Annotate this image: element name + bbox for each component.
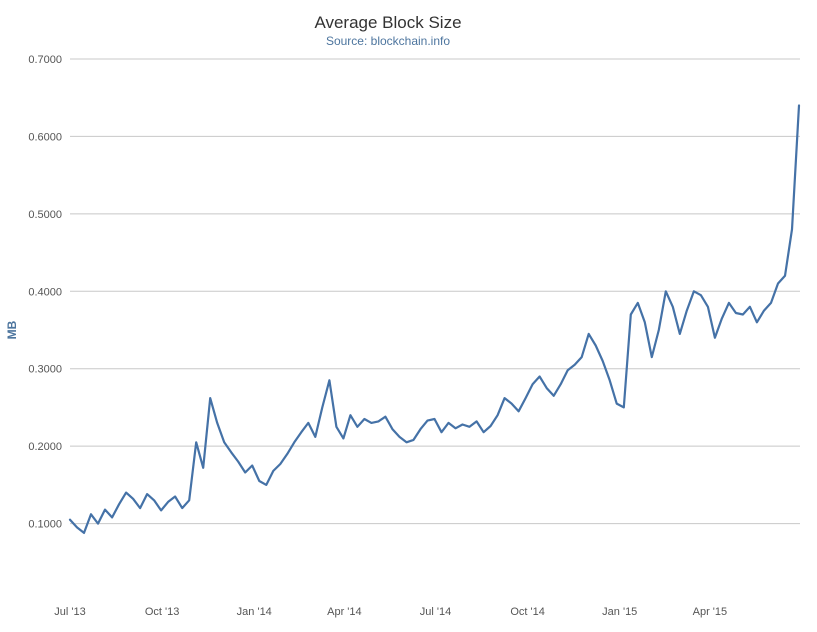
y-tick-label: 0.3000 bbox=[28, 364, 62, 376]
y-axis-label: MB bbox=[5, 320, 19, 339]
y-tick-label: 0.7000 bbox=[28, 54, 62, 66]
series-layer bbox=[68, 104, 801, 534]
x-tick-label: Oct '14 bbox=[510, 606, 545, 618]
x-tick-label: Jan '15 bbox=[602, 606, 637, 618]
y-tick-label: 0.1000 bbox=[28, 519, 62, 531]
chart-subtitle: Source: blockchain.info bbox=[326, 34, 450, 48]
chart-title: Average Block Size bbox=[314, 13, 461, 32]
x-tick-label: Jan '14 bbox=[237, 606, 272, 618]
x-tick-label: Jul '13 bbox=[54, 606, 85, 618]
gridlines bbox=[70, 58, 800, 525]
y-tick-label: 0.5000 bbox=[28, 209, 62, 221]
y-tick-label: 0.6000 bbox=[28, 131, 62, 143]
x-tick-label: Jul '14 bbox=[420, 606, 451, 618]
x-tick-label: Apr '15 bbox=[693, 606, 728, 618]
x-tick-label: Oct '13 bbox=[145, 606, 180, 618]
y-tick-label: 0.4000 bbox=[28, 286, 62, 298]
y-tick-label: 0.2000 bbox=[28, 441, 62, 453]
x-tick-label: Apr '14 bbox=[327, 606, 362, 618]
x-axis-ticks: Jul '13 Oct '13 Jan '14 Apr '14 Jul '14 Oct '… bbox=[54, 606, 727, 618]
series-line bbox=[68, 104, 801, 534]
y-axis-ticks: 0.1000 0.2000 0.3000 0.4000 0.5000 0.6000 0.70… bbox=[28, 54, 62, 531]
